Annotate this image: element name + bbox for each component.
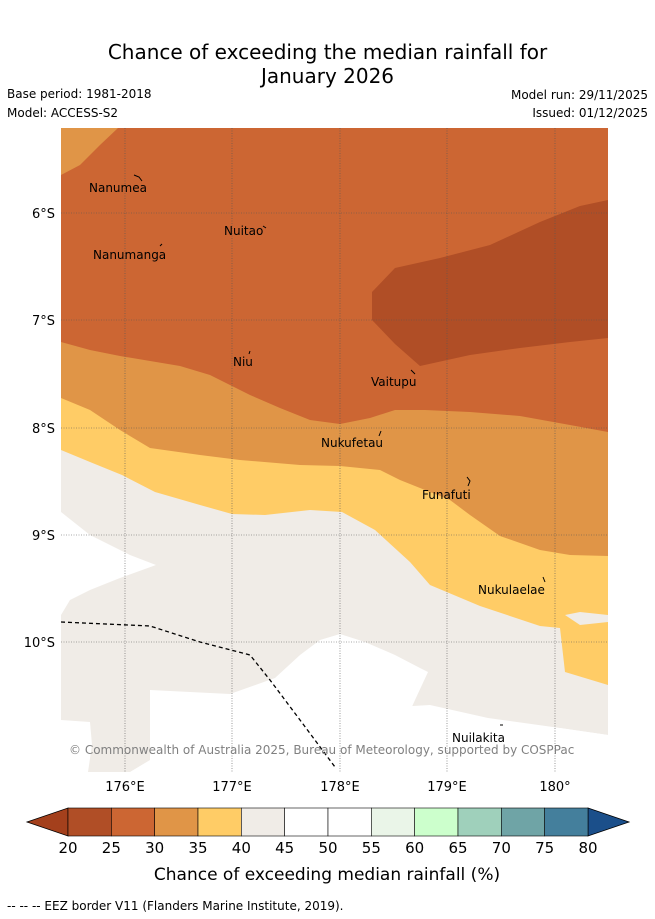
colorbar-tick-label: 40 [232, 839, 251, 857]
eez-border [60, 621, 336, 768]
place-label: Nukulaelae [478, 583, 545, 597]
colorbar-tick-label: 80 [578, 839, 597, 857]
band-20-25 [372, 200, 608, 366]
colorbar-segment [284, 807, 329, 837]
island-markers [133, 174, 546, 726]
place-label: Funafuti [422, 488, 471, 502]
colorbar-segment [327, 807, 372, 837]
place-label: Nanumanga [93, 248, 166, 262]
colorbar-low-arrow [25, 807, 69, 837]
colorbar-high-arrow [587, 807, 631, 837]
colorbar-segment [154, 807, 199, 837]
colorbar-segment [111, 807, 155, 837]
band-45-55-south [150, 634, 608, 772]
island-labels: Nanumea Nuitao Nanumanga Niu Vaitupu Nuk… [89, 181, 545, 745]
map-area: Nanumea Nuitao Nanumanga Niu Vaitupu Nuk… [60, 128, 608, 772]
title-line-2: January 2026 [260, 64, 395, 88]
colorbar-segment [371, 807, 415, 837]
colorbar-segment [241, 807, 285, 837]
colorbar-tick-label: 65 [448, 839, 467, 857]
colorbar-label: Chance of exceeding median rainfall (%) [154, 865, 500, 885]
title-line-1: Chance of exceeding the median rainfall … [107, 40, 548, 64]
gridlines [61, 128, 608, 772]
colorbar-tick-label: 50 [318, 839, 337, 857]
place-label: Niu [233, 355, 253, 369]
model-run: Model run: 29/11/2025 [510, 88, 648, 102]
place-label: Nuilakita [452, 731, 505, 745]
lon-axis-labels: 176°E 177°E 178°E 179°E 180° [105, 780, 570, 795]
footnote: -- -- -- EEZ border V11 (Flanders Marine… [7, 899, 344, 913]
lat-label: 9°S [32, 529, 55, 544]
lon-label: 179°E [427, 780, 467, 795]
chart-title: Chance of exceeding the median rainfall … [0, 40, 655, 88]
colorbar-tick-label: 55 [362, 839, 381, 857]
lat-label: 10°S [24, 636, 55, 651]
base-period: Base period: 1981-2018 [7, 87, 152, 101]
place-label: Nuitao [224, 224, 263, 238]
colorbar-segment [67, 807, 112, 837]
colorbar-segment [197, 807, 242, 837]
colorbar-segments [67, 807, 589, 837]
colorbar-tick-label: 45 [275, 839, 294, 857]
colorbar-segment [501, 807, 545, 837]
band-45-55-sw [61, 720, 92, 772]
issued-date: Issued: 01/12/2025 [532, 106, 648, 120]
lat-label: 7°S [32, 314, 55, 329]
lat-label: 6°S [32, 207, 55, 222]
colorbar-tick-label: 20 [58, 839, 77, 857]
colorbar: 20 25 30 35 40 45 50 55 60 65 70 75 80 [25, 807, 631, 857]
band-25-30 [61, 128, 608, 432]
band-45-55 [61, 512, 156, 615]
colorbar-tick-label: 60 [405, 839, 424, 857]
colorbar-tick-label: 70 [492, 839, 511, 857]
lat-label: 8°S [32, 422, 55, 437]
colorbar-tick-labels: 20 25 30 35 40 45 50 55 60 65 70 75 80 [58, 839, 597, 857]
lon-label: 178°E [320, 780, 360, 795]
band-30-35-nw [61, 128, 118, 175]
lon-label: 177°E [212, 780, 252, 795]
colorbar-segment [544, 807, 589, 837]
colorbar-tick-label: 75 [535, 839, 554, 857]
colorbar-segment [457, 807, 502, 837]
colorbar-tick-label: 30 [145, 839, 164, 857]
place-label: Nukufetau [321, 436, 383, 450]
lon-label: 180° [539, 780, 570, 795]
place-label: Vaitupu [371, 375, 417, 389]
place-label: Nanumea [89, 181, 147, 195]
colorbar-segment [414, 807, 459, 837]
colorbar-tick-label: 35 [188, 839, 207, 857]
lat-axis-labels: 6°S 7°S 8°S 9°S 10°S [24, 207, 55, 651]
lon-label: 176°E [105, 780, 145, 795]
model-name: Model: ACCESS-S2 [7, 106, 119, 120]
colorbar-tick-label: 25 [102, 839, 121, 857]
copyright-text: © Commonwealth of Australia 2025, Bureau… [69, 743, 574, 757]
